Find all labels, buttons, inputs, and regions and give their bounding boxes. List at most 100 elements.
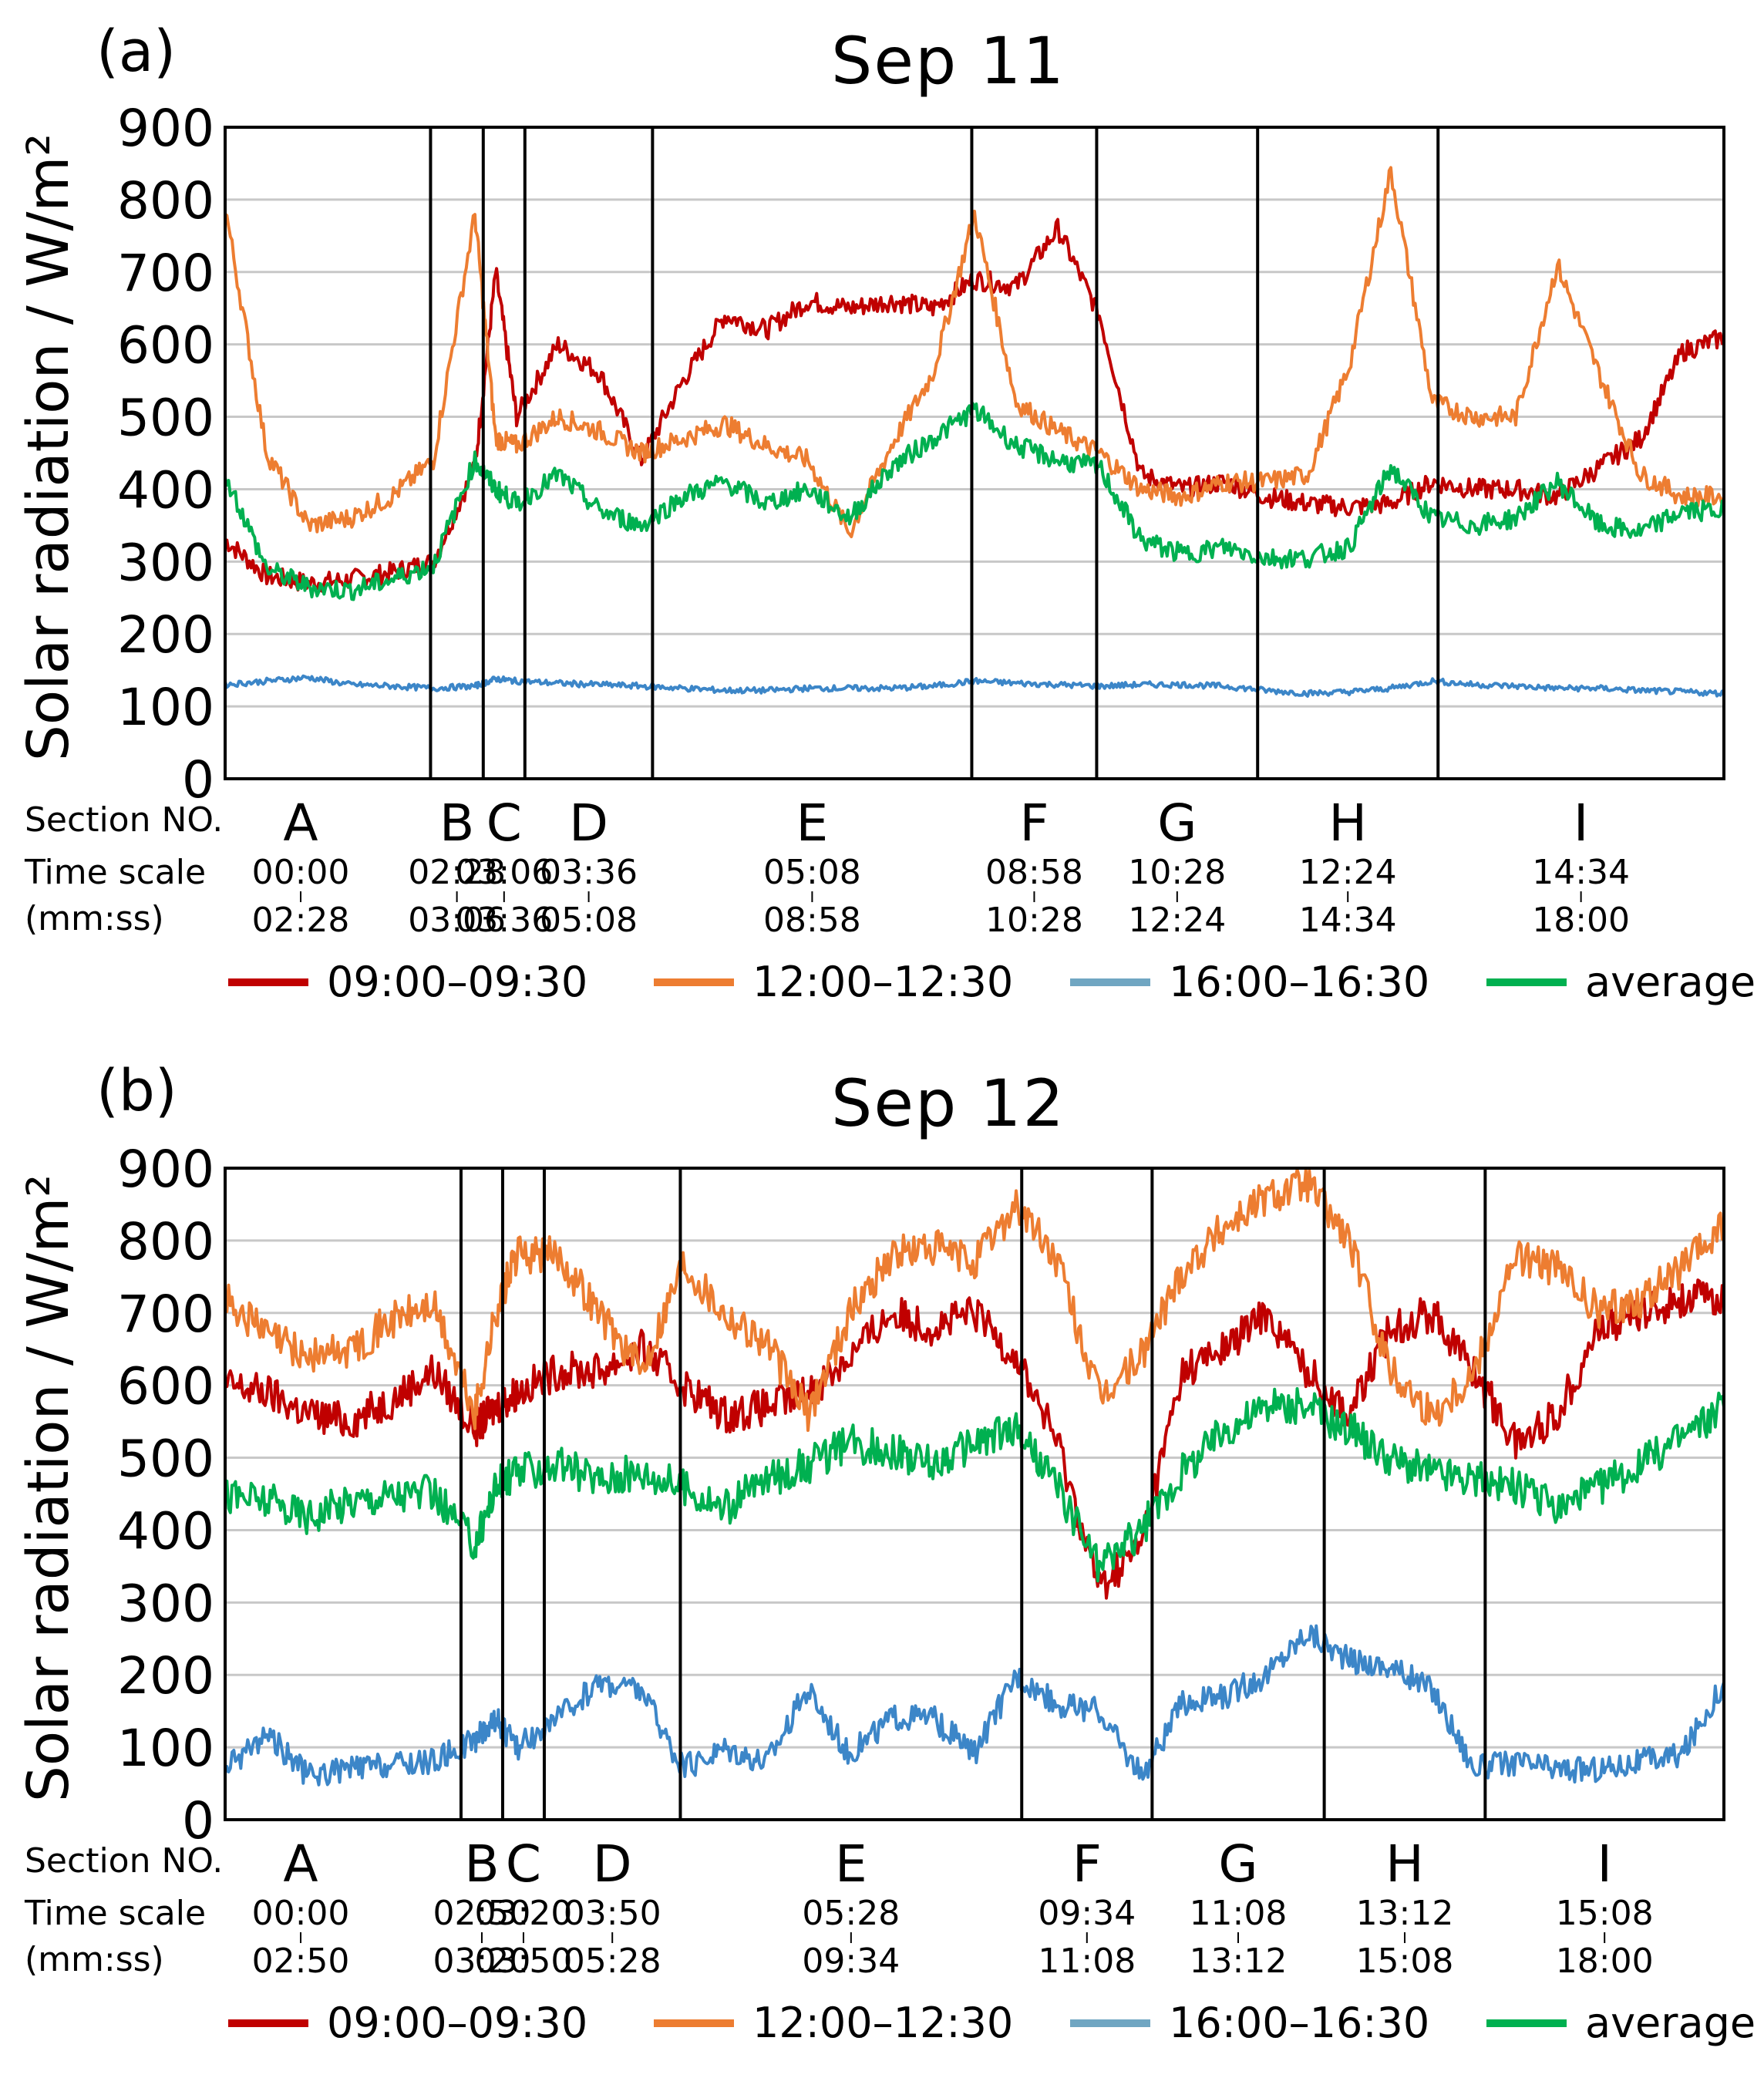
section-letter: G — [1157, 793, 1197, 853]
section-end-time: 09:34 — [802, 1942, 900, 1981]
section-letter: D — [569, 793, 608, 853]
section-start-time: 00:00 — [252, 853, 350, 892]
legend-label: 09:00–09:30 — [327, 1999, 587, 2047]
section-letter: E — [835, 1834, 867, 1894]
section-start-time: 05:08 — [763, 853, 861, 892]
section-end-time: 03:06 — [408, 901, 506, 940]
section-letter: C — [506, 1834, 541, 1894]
section-letter: C — [486, 793, 522, 853]
y-tick-label: 600 — [117, 316, 214, 376]
y-tick-label: 400 — [117, 1501, 214, 1561]
section-start-time: 02:50 — [433, 1894, 531, 1933]
y-tick-label: 900 — [117, 1140, 214, 1199]
series-group-b — [224, 1167, 1725, 1787]
section-end-time: 08:58 — [763, 901, 861, 940]
y-tick-label: 0 — [182, 1791, 214, 1851]
legend-label: 16:00–16:30 — [1169, 958, 1429, 1006]
panel-a: (a) Sep 11 Solar radiation / W/m² 0 100 20… — [15, 19, 1756, 1006]
y-tick-label: 700 — [117, 244, 214, 303]
plot-frame-b — [224, 1167, 1725, 1821]
chart-title-a: Sep 11 — [831, 23, 1065, 99]
y-axis-label-b: Solar radiation / W/m² — [15, 1174, 82, 1802]
panel-b: (b) Sep 12 Solar radiation / W/m² 0 100 20… — [15, 1058, 1756, 2047]
section-end-time: 14:34 — [1299, 901, 1397, 940]
y-ticks-b: 0 100 200 300 400 500 600 700 800 900 — [117, 1140, 214, 1851]
time-row-label-a: Time scale — [24, 853, 206, 892]
section-start-time: 03:50 — [564, 1894, 662, 1933]
section-letter: I — [1597, 1834, 1611, 1894]
section-start-time: 05:28 — [802, 1894, 900, 1933]
y-axis-label-a: Solar radiation / W/m² — [15, 133, 82, 761]
section-letter: H — [1385, 1834, 1424, 1894]
y-tick-label: 500 — [117, 389, 214, 448]
y-tick-label: 600 — [117, 1357, 214, 1416]
section-start-time: 00:00 — [252, 1894, 350, 1933]
series-group-a — [224, 166, 1725, 698]
section-start-time: 14:34 — [1532, 853, 1630, 892]
legend-label: average — [1585, 958, 1756, 1006]
series-line-2 — [224, 674, 1725, 698]
legend-label: average — [1585, 1999, 1756, 2047]
section-boundaries-a — [429, 127, 1440, 779]
y-tick-label: 300 — [117, 533, 214, 592]
series-line-3 — [224, 402, 1725, 601]
y-ticks-a: 0 100 200 300 400 500 600 700 800 900 — [117, 99, 214, 810]
section-end-time: 18:00 — [1556, 1942, 1654, 1981]
series-line-2 — [224, 1624, 1725, 1787]
section-letter: F — [1072, 1834, 1102, 1894]
section-letter: A — [283, 1834, 318, 1894]
section-boundaries-b — [459, 1168, 1487, 1820]
legend-label: 12:00–12:30 — [752, 958, 1013, 1006]
legend-a: 09:00–09:30 12:00–12:30 16:00–16:30 average — [228, 958, 1756, 1006]
section-start-time: 12:24 — [1299, 853, 1397, 892]
y-tick-label: 300 — [117, 1574, 214, 1633]
y-tick-label: 400 — [117, 460, 214, 520]
series-line-3 — [224, 1387, 1725, 1583]
section-letter: H — [1328, 793, 1367, 853]
section-letter: B — [464, 1834, 499, 1894]
section-end-time: 18:00 — [1532, 901, 1630, 940]
section-letter: A — [283, 793, 318, 853]
y-tick-label: 800 — [117, 1212, 214, 1271]
section-start-time: 15:08 — [1556, 1894, 1654, 1933]
section-end-time: 12:24 — [1128, 901, 1226, 940]
section-letter: E — [796, 793, 829, 853]
y-tick-label: 200 — [117, 605, 214, 665]
section-letter: G — [1218, 1834, 1257, 1894]
section-row-label-b: Section NO. — [25, 1841, 223, 1881]
y-tick-label: 700 — [117, 1285, 214, 1344]
section-end-time: 05:08 — [540, 901, 638, 940]
y-tick-label: 800 — [117, 171, 214, 231]
section-letter: B — [439, 793, 474, 853]
chart-title-b: Sep 12 — [831, 1066, 1065, 1141]
section-end-time: 10:28 — [985, 901, 1083, 940]
legend-label: 12:00–12:30 — [752, 1999, 1013, 2047]
section-end-time: 02:28 — [252, 901, 350, 940]
section-start-time: 08:58 — [985, 853, 1083, 892]
section-labels-a: A00:0002:28B02:2803:06C03:0603:36D03:360… — [252, 793, 1630, 940]
series-line-1 — [224, 1167, 1725, 1433]
y-tick-label: 500 — [117, 1430, 214, 1489]
section-start-time: 03:06 — [455, 853, 553, 892]
section-end-time: 03:36 — [455, 901, 553, 940]
section-end-time: 11:08 — [1038, 1942, 1136, 1981]
panel-label-b: (b) — [96, 1058, 177, 1124]
y-tick-label: 900 — [117, 99, 214, 158]
series-line-1 — [224, 166, 1725, 538]
section-end-time: 02:50 — [252, 1942, 350, 1981]
section-end-time: 03:50 — [475, 1942, 573, 1981]
units-row-label-a: (mm:ss) — [25, 899, 164, 938]
y-tick-label: 100 — [117, 678, 214, 737]
gridlines-b — [225, 1239, 1724, 1749]
section-end-time: 13:12 — [1190, 1942, 1288, 1981]
y-tick-label: 0 — [182, 750, 214, 810]
time-row-label-b: Time scale — [24, 1894, 206, 1933]
units-row-label-b: (mm:ss) — [25, 1940, 164, 1979]
series-line-0 — [224, 1278, 1725, 1600]
panel-label-a: (a) — [96, 19, 176, 85]
gridlines-a — [225, 198, 1724, 708]
section-end-time: 05:28 — [564, 1942, 662, 1981]
section-letter: I — [1574, 793, 1588, 853]
section-end-time: 03:20 — [433, 1942, 531, 1981]
y-tick-label: 200 — [117, 1646, 214, 1706]
